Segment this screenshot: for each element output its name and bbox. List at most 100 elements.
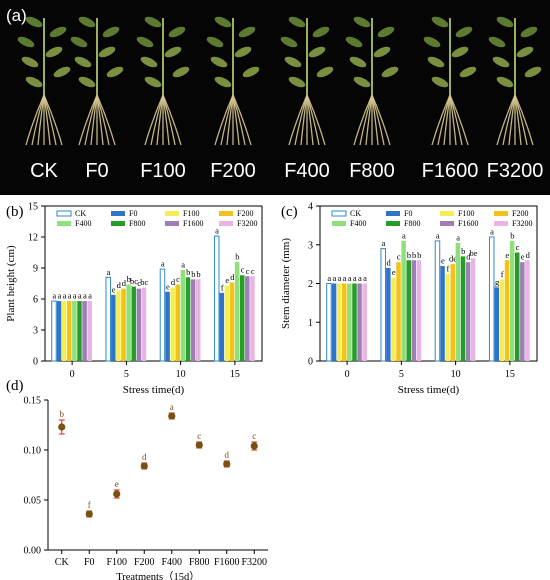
significance-letter: d: [526, 250, 531, 260]
y-axis-label: Stem diameter (mm): [280, 238, 292, 329]
plant-leaf: [106, 66, 124, 78]
bar-f400: [455, 242, 461, 361]
plant-leaf: [234, 46, 252, 58]
y-tick-label: 0.05: [24, 496, 42, 507]
plant-leaf: [164, 46, 182, 58]
x-tick-label: 10: [176, 369, 186, 380]
legend-label: F0: [404, 209, 412, 218]
legend-swatch-f0: [386, 211, 400, 216]
significance-letter: a: [88, 291, 92, 301]
legend-swatch-f800: [386, 221, 400, 226]
legend-label: CK: [75, 209, 86, 218]
plant-leaf: [524, 66, 542, 78]
significance-letter: f: [88, 500, 91, 510]
y-tick-label: 0.10: [24, 446, 42, 457]
bar-f3200: [525, 260, 530, 361]
significance-letter: a: [363, 273, 367, 283]
plant-leaf: [381, 66, 399, 78]
x-axis-label: Stress time(d): [123, 384, 185, 396]
y-tick-label: 0.15: [24, 396, 42, 407]
legend-label: F800: [404, 219, 420, 228]
significance-letter: b: [510, 230, 514, 240]
legend-swatch-f200: [219, 211, 233, 216]
y-tick-label: 15: [28, 202, 38, 213]
plant-leaf: [451, 46, 469, 58]
bar-f1600: [411, 260, 417, 361]
plant-leaf: [238, 26, 256, 38]
plant-leaf: [492, 56, 510, 68]
significance-letter: g: [495, 277, 500, 287]
bar-f100: [224, 285, 230, 361]
x-tick-label: F200: [134, 557, 155, 568]
significance-letter: d: [117, 280, 122, 290]
plant-leaf: [308, 46, 326, 58]
significance-letter: e: [225, 275, 229, 285]
plant-leaf: [102, 26, 120, 38]
panel-label: (d): [6, 378, 24, 394]
plant-leaf: [349, 56, 367, 68]
bar-f800: [460, 256, 466, 361]
plant-labels: CK F0 F100 F200 F400 F800 F1600 F3200: [0, 160, 550, 192]
plant-leaf: [144, 16, 162, 28]
significance-letter: bc: [140, 277, 148, 287]
significance-letter: a: [358, 273, 362, 283]
y-tick-label: 1: [308, 318, 313, 329]
plant-leaf: [214, 16, 232, 28]
significance-letter: b: [196, 269, 200, 279]
plant-leaf: [144, 76, 162, 88]
plant-leaf: [214, 76, 232, 88]
significance-letter: e: [166, 281, 170, 291]
data-point: [168, 412, 176, 420]
y-tick-label: 4: [308, 202, 313, 213]
bar-f0: [386, 268, 391, 361]
significance-letter: b: [127, 274, 131, 284]
x-tick-label: F400: [161, 557, 182, 568]
plant-leaf: [353, 16, 371, 28]
legend-swatch-f1600: [165, 221, 179, 226]
significance-letter: a: [456, 232, 460, 242]
plant-leaf: [377, 26, 395, 38]
bar-f100: [61, 301, 67, 361]
data-point: [140, 462, 148, 470]
bar-ck: [213, 235, 220, 362]
significance-letter: a: [68, 291, 72, 301]
bar-f3200: [141, 287, 147, 361]
plant-leaf: [45, 46, 63, 58]
x-tick-label: F0: [84, 557, 95, 568]
y-tick-label: 6: [33, 295, 38, 306]
bar-f400: [509, 240, 515, 361]
bar-f100: [499, 279, 505, 361]
plant-leaf: [423, 36, 441, 48]
panel-a-label: (a): [6, 6, 27, 25]
significance-letter: a: [327, 273, 331, 283]
x-axis-label: Treatments（15d）: [116, 571, 200, 580]
plant-photo: [0, 0, 550, 195]
plant-drawings: [17, 16, 542, 146]
significance-letter: c: [246, 266, 250, 276]
bar-f1600: [82, 301, 87, 361]
significance-letter: e: [392, 267, 396, 277]
legend-swatch-f200: [494, 211, 508, 216]
bar-f200: [67, 301, 72, 361]
plant-leaf: [312, 26, 330, 38]
bar-f0: [331, 283, 337, 361]
bar-f200: [396, 262, 401, 361]
plant-root: [449, 94, 469, 146]
significance-letter: a: [73, 291, 77, 301]
legend-label: F0: [129, 209, 137, 218]
plant-leaf: [520, 26, 538, 38]
plant-leaf: [136, 36, 154, 48]
bar-f800: [406, 260, 411, 361]
significance-letter: a: [78, 291, 82, 301]
plant-leaf: [431, 16, 449, 28]
legend-label: F1600: [458, 219, 478, 228]
plant-leaf: [345, 36, 363, 48]
significance-letter: e: [441, 256, 445, 266]
bar-f200: [450, 264, 456, 361]
plant-leaf: [78, 76, 96, 88]
plant-leaf: [74, 56, 92, 68]
bar-f800: [131, 286, 136, 361]
significance-letter: b: [412, 250, 416, 260]
plant-leaf: [49, 26, 67, 38]
